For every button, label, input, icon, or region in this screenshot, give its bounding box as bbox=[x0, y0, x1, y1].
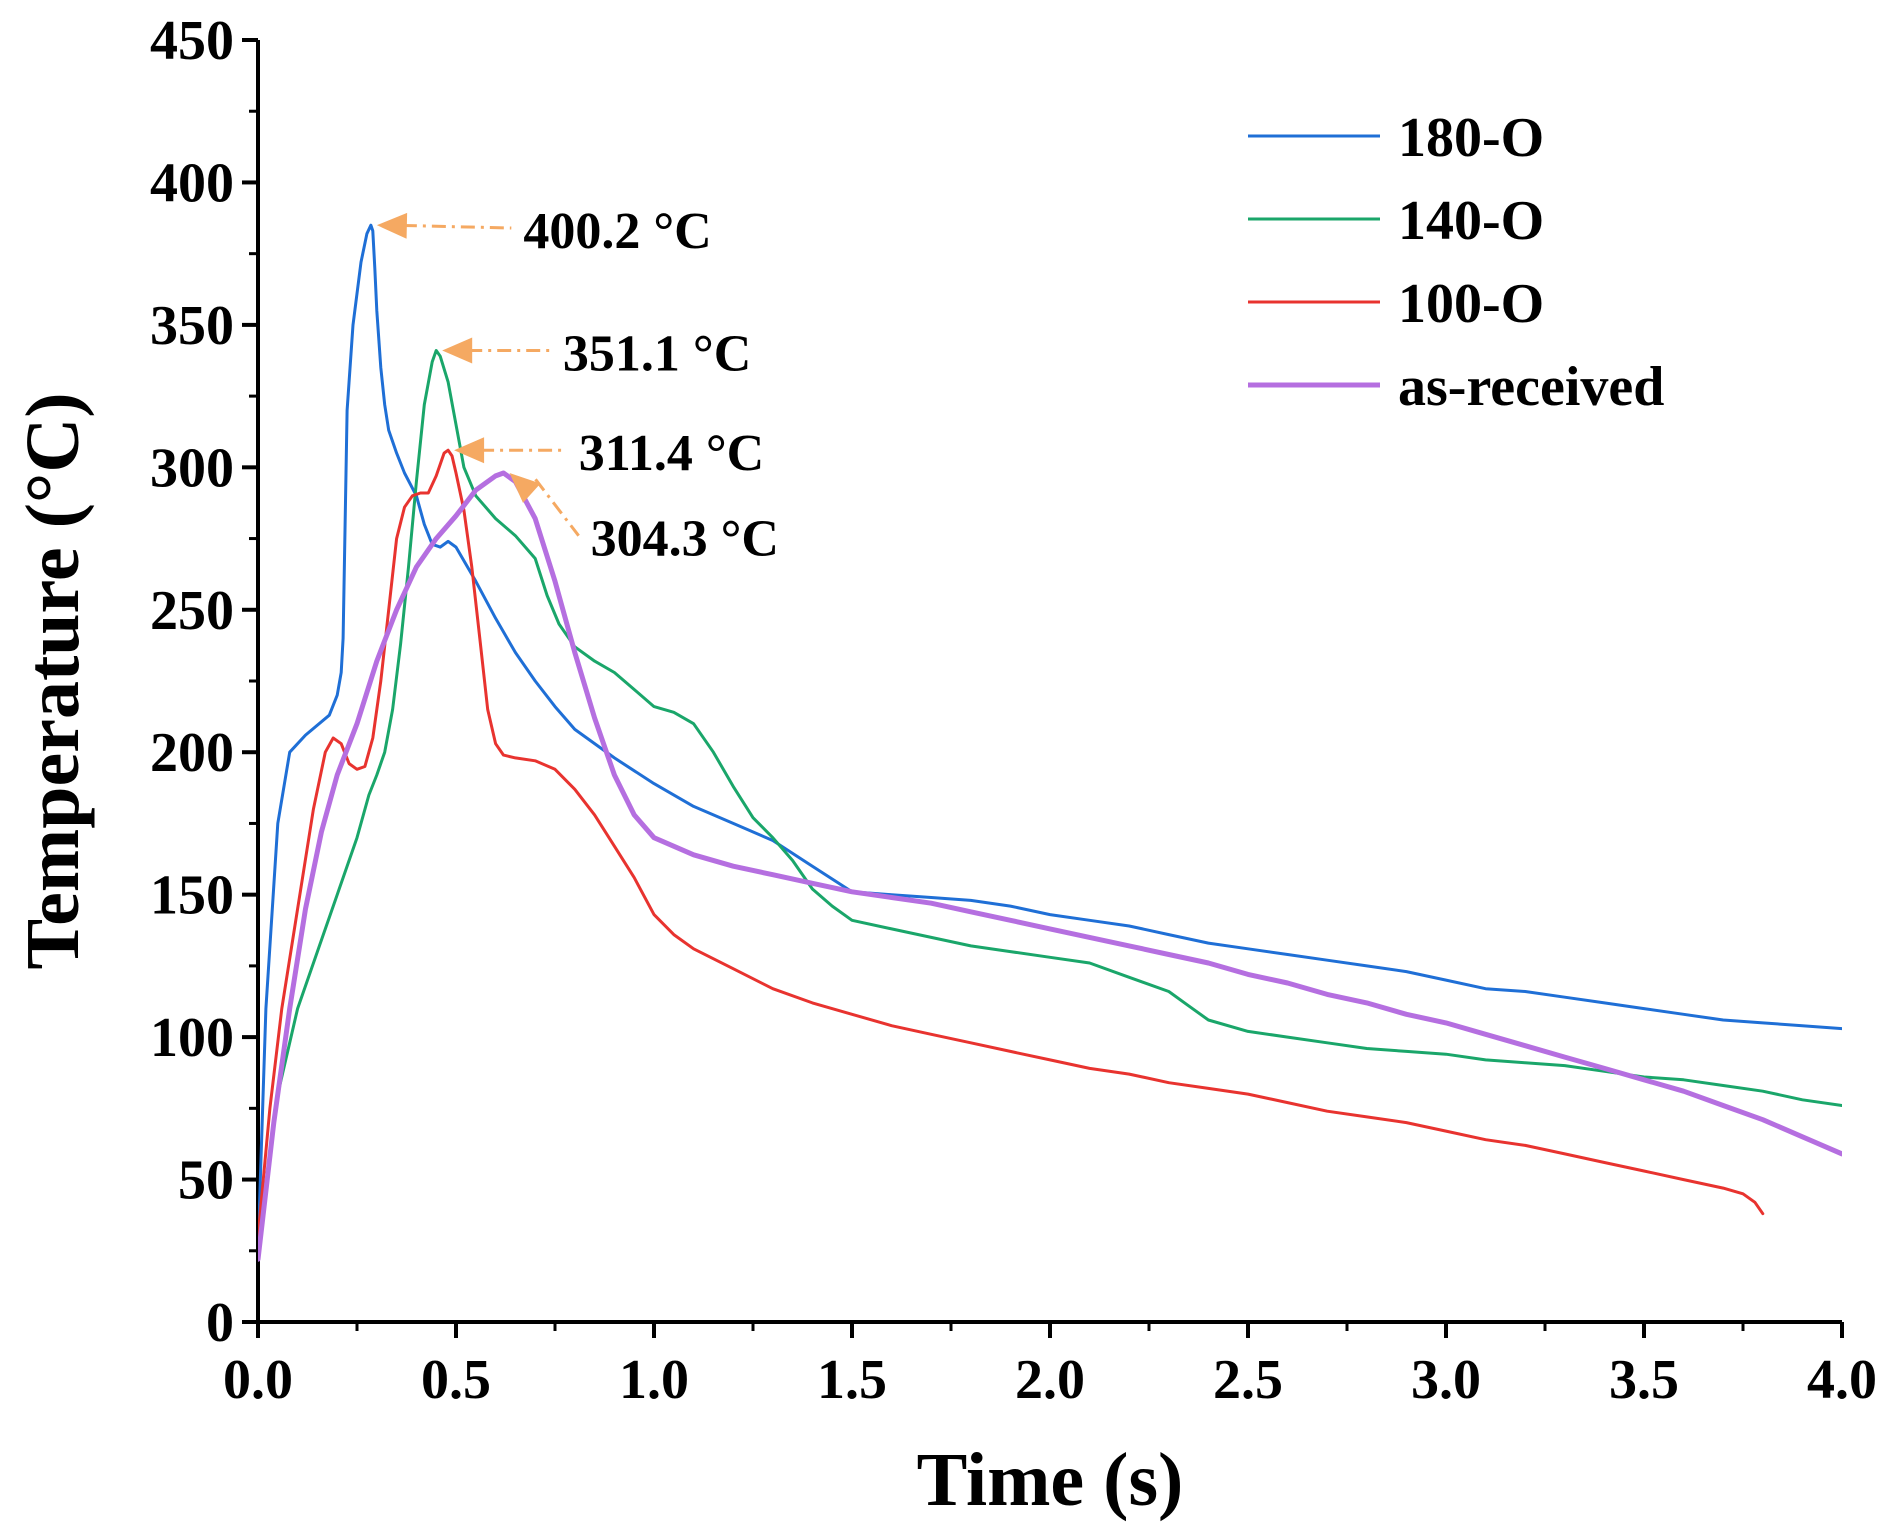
x-tick-label: 4.0 bbox=[1807, 1349, 1877, 1411]
x-tick-label: 0.5 bbox=[421, 1349, 491, 1411]
x-tick-label: 0.0 bbox=[223, 1349, 293, 1411]
series-line-100-o bbox=[258, 448, 1765, 1238]
y-tick-label: 100 bbox=[150, 1007, 234, 1069]
annotation-arrow-head bbox=[509, 473, 541, 503]
peak-annotations: 400.2 °C 351.1 °C 311.4 °C 304.3 °C bbox=[376, 203, 779, 568]
y-tick-label: 150 bbox=[150, 865, 234, 927]
annotation-label: 311.4 °C bbox=[579, 425, 764, 482]
series-lines bbox=[258, 223, 1842, 1262]
axes: 0.0 0.5 1.0 1.5 2.0 2.5 3.0 3.5 4.0 0 50 100 150 200 2… bbox=[150, 10, 1877, 1411]
annotation-arrow-head bbox=[376, 212, 408, 239]
annotation-arrow-head bbox=[442, 337, 473, 364]
x-tick-label: 3.0 bbox=[1411, 1349, 1481, 1411]
y-tick-label: 0 bbox=[206, 1292, 234, 1354]
y-tick-label: 350 bbox=[150, 295, 234, 357]
legend-label: 180-O bbox=[1398, 107, 1544, 169]
y-tick-label: 300 bbox=[150, 437, 234, 499]
annotation-arrow-head bbox=[454, 437, 485, 464]
y-axis-title: Temperature (°C) bbox=[11, 392, 95, 969]
legend-label: 140-O bbox=[1398, 190, 1544, 252]
y-tick-label: 250 bbox=[150, 580, 234, 642]
x-tick-label: 1.5 bbox=[817, 1349, 887, 1411]
annotation-leader-line bbox=[402, 223, 512, 230]
legend-label: 100-O bbox=[1398, 273, 1544, 335]
x-axis-title: Time (s) bbox=[917, 1438, 1184, 1522]
y-tick-label: 400 bbox=[150, 152, 234, 214]
series-line-180-o bbox=[258, 223, 1842, 1253]
annotation-label: 351.1 °C bbox=[563, 326, 751, 383]
y-tick-label: 450 bbox=[150, 10, 234, 72]
x-tick-label: 1.0 bbox=[619, 1349, 689, 1411]
annotation-label: 400.2 °C bbox=[523, 203, 711, 260]
y-tick-label: 200 bbox=[150, 722, 234, 784]
series-line-140-o bbox=[258, 349, 1842, 1244]
annotation-label: 304.3 °C bbox=[591, 511, 779, 568]
legend: 180-O 140-O 100-O as-received bbox=[1248, 107, 1664, 418]
x-tick-label: 2.0 bbox=[1015, 1349, 1085, 1411]
legend-label: as-received bbox=[1398, 356, 1664, 418]
series-line-as-received bbox=[258, 470, 1842, 1262]
annotation-leader-line bbox=[534, 478, 580, 537]
x-tick-label: 3.5 bbox=[1609, 1349, 1679, 1411]
y-tick-label: 50 bbox=[178, 1150, 234, 1212]
x-tick-label: 2.5 bbox=[1213, 1349, 1283, 1411]
